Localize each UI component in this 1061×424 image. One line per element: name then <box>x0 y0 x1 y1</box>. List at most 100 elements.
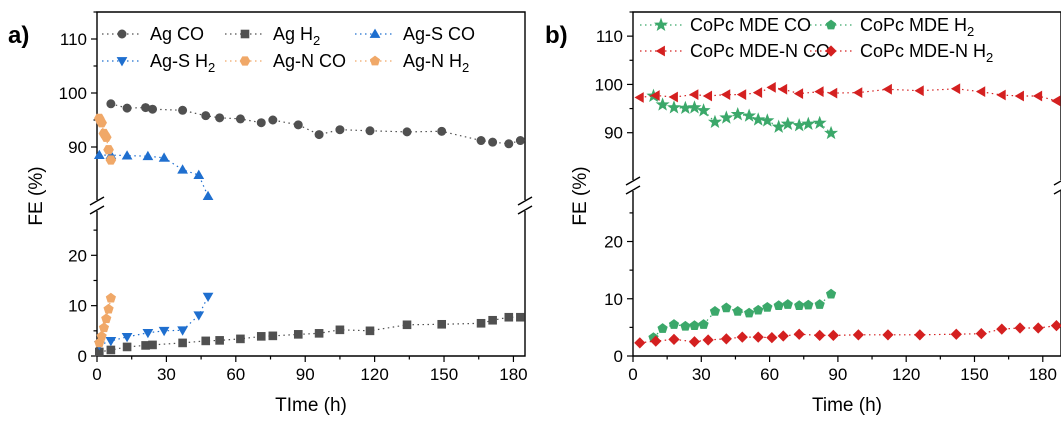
y-tick-label: 0 <box>614 347 623 366</box>
axis-break-mark <box>517 196 533 206</box>
panel-a-chart: 0 30 60 90 120 150 180 0 10 20 90 100 110 TIme (h) FE … <box>8 11 533 416</box>
data-point <box>1032 322 1044 334</box>
y-axis-label: FE (%) <box>570 166 591 225</box>
data-point <box>516 312 525 322</box>
series-line <box>99 316 521 353</box>
data-point <box>96 118 107 128</box>
legend-label: Ag-S H2 <box>150 51 215 75</box>
data-point <box>777 83 788 95</box>
data-point <box>668 91 678 103</box>
data-point <box>752 87 763 99</box>
data-point <box>105 292 116 303</box>
data-point <box>98 322 110 333</box>
data-point <box>975 328 987 340</box>
data-point <box>777 330 789 342</box>
y-axis-label: FE (%) <box>26 166 47 225</box>
data-point <box>882 83 892 95</box>
data-point <box>122 342 132 352</box>
data-point <box>103 145 114 155</box>
data-point <box>402 320 412 330</box>
data-point <box>882 329 894 341</box>
data-point <box>719 110 734 124</box>
panel-label: a) <box>8 22 29 49</box>
data-point <box>721 302 732 313</box>
data-point <box>751 112 766 126</box>
axis-break-gap <box>89 200 105 211</box>
plot-frame-upper <box>632 11 1061 181</box>
data-point <box>680 320 691 331</box>
axis-break-mark <box>89 205 105 215</box>
data-point <box>488 137 498 147</box>
x-tick-label: 0 <box>92 365 101 384</box>
data-point <box>236 334 245 344</box>
x-tick-label: 90 <box>296 365 315 384</box>
x-tick-label: 30 <box>157 365 176 384</box>
y-tick-label: 100 <box>59 84 87 103</box>
x-tick-label: 150 <box>430 365 458 384</box>
data-point <box>792 118 807 132</box>
y-tick-label: 90 <box>68 138 87 157</box>
data-point <box>335 125 345 135</box>
data-point <box>335 325 345 335</box>
data-point <box>148 340 157 350</box>
data-point <box>742 108 757 122</box>
data-point <box>268 115 278 125</box>
legend-marker <box>239 56 251 66</box>
data-point <box>122 103 132 113</box>
data-point <box>1050 320 1061 332</box>
data-point <box>1014 90 1024 102</box>
data-point <box>365 326 375 336</box>
legend-entry: Ag-S H2 <box>102 51 215 75</box>
data-point <box>752 331 764 343</box>
legend-entry: Ag CO <box>102 24 204 44</box>
data-point <box>476 318 486 328</box>
axis-break-gap <box>625 180 641 191</box>
data-point <box>793 328 805 340</box>
data-point <box>293 120 303 130</box>
data-point <box>794 300 805 310</box>
data-point <box>256 332 266 341</box>
axis-break-mark <box>89 196 105 206</box>
data-point <box>314 130 324 140</box>
axis-break-mark <box>517 205 533 215</box>
data-point <box>782 299 793 309</box>
axis-break-mark <box>625 185 641 195</box>
y-tick-label: 110 <box>596 27 623 46</box>
data-point <box>698 319 709 329</box>
data-point <box>666 100 681 114</box>
data-point <box>177 164 188 174</box>
legend-label: CoPc MDE CO <box>690 15 811 35</box>
x-axis-label: Time (h) <box>812 395 882 416</box>
data-point <box>178 338 187 348</box>
x-tick-label: 0 <box>628 365 637 384</box>
data-point <box>100 132 112 142</box>
panel-label: b) <box>545 22 568 49</box>
data-point <box>148 104 158 114</box>
data-point <box>650 335 662 347</box>
data-point <box>215 113 225 123</box>
data-point <box>1014 322 1026 334</box>
legend-entry: Ag-N H2 <box>355 51 469 75</box>
axis-break-gap <box>1053 180 1061 191</box>
data-point <box>975 86 986 98</box>
data-point <box>814 299 825 309</box>
legend-marker <box>825 19 837 30</box>
data-point <box>634 337 646 349</box>
legend-marker <box>369 28 381 38</box>
legend-label: Ag-N CO <box>273 51 346 71</box>
data-point <box>293 330 303 339</box>
legend-marker <box>117 29 127 39</box>
series-line <box>99 154 209 197</box>
data-point <box>515 136 525 146</box>
x-tick-label: 150 <box>960 365 988 384</box>
data-point <box>201 336 211 346</box>
data-point <box>106 345 116 355</box>
data-point <box>702 334 714 346</box>
plot-frame-upper <box>96 11 526 201</box>
series-copc-mde-n-h2 <box>634 320 1061 349</box>
y-tick-label: 10 <box>68 297 87 316</box>
data-point <box>950 83 961 95</box>
data-point <box>689 320 700 331</box>
data-point <box>193 311 205 321</box>
legend-marker <box>653 17 669 31</box>
